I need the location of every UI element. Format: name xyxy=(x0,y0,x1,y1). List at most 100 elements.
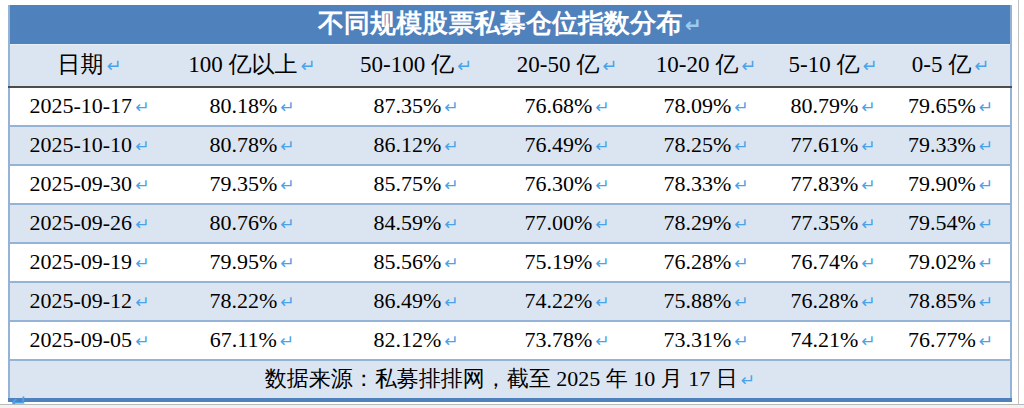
column-header-label: 日期 xyxy=(57,52,103,77)
pilcrow-mark: ↵ xyxy=(135,292,149,312)
value-cell: 67.11%↵ xyxy=(169,321,335,360)
value-cell: 78.29%↵ xyxy=(637,204,775,243)
value-cell: 76.30%↵ xyxy=(497,165,637,204)
pilcrow-mark: ↵ xyxy=(135,214,149,234)
column-header-label: 10-20 亿 xyxy=(656,52,738,77)
pilcrow-mark: ↵ xyxy=(595,253,609,273)
date-text: 2025-09-12 xyxy=(29,288,132,313)
value-text: 78.25% xyxy=(663,132,731,157)
value-text: 76.74% xyxy=(790,249,858,274)
pilcrow-mark: ↵ xyxy=(444,331,458,351)
pilcrow-mark: ↵ xyxy=(734,175,748,195)
pilcrow-mark: ↵ xyxy=(861,331,875,351)
value-cell: 73.78%↵ xyxy=(497,321,637,360)
value-cell: 80.78%↵ xyxy=(169,126,335,165)
value-cell: 80.76%↵ xyxy=(169,204,335,243)
value-text: 79.35% xyxy=(209,171,277,196)
pilcrow-mark: ↵ xyxy=(280,136,294,156)
value-text: 78.29% xyxy=(663,210,731,235)
pilcrow-mark: ↵ xyxy=(861,175,875,195)
value-text: 77.35% xyxy=(790,210,858,235)
column-header-6: 0-5 亿↵ xyxy=(891,45,1011,88)
date-text: 2025-09-30 xyxy=(29,171,132,196)
value-cell: 82.12%↵ xyxy=(335,321,497,360)
pilcrow-mark: ↵ xyxy=(595,214,609,234)
column-header-label: 20-50 亿 xyxy=(517,52,599,77)
pilcrow-mark: ↵ xyxy=(979,97,993,117)
pilcrow-mark: ↵ xyxy=(734,136,748,156)
pilcrow-mark: ↵ xyxy=(734,253,748,273)
value-text: 80.18% xyxy=(209,93,277,118)
pilcrow-mark: ↵ xyxy=(979,253,993,273)
pilcrow-mark: ↵ xyxy=(734,292,748,312)
value-cell: 79.33%↵ xyxy=(891,126,1011,165)
value-text: 77.61% xyxy=(790,132,858,157)
value-cell: 74.22%↵ xyxy=(497,282,637,321)
pilcrow-mark: ↵ xyxy=(444,136,458,156)
value-cell: 80.79%↵ xyxy=(775,87,891,126)
pilcrow-mark: ↵ xyxy=(734,214,748,234)
value-text: 87.35% xyxy=(373,93,441,118)
column-header-3: 20-50 亿↵ xyxy=(497,45,637,88)
value-text: 85.56% xyxy=(373,249,441,274)
value-cell: 78.33%↵ xyxy=(637,165,775,204)
value-cell: 77.61%↵ xyxy=(775,126,891,165)
pilcrow-mark: ↵ xyxy=(457,55,472,76)
value-cell: 78.25%↵ xyxy=(637,126,775,165)
value-text: 80.79% xyxy=(790,93,858,118)
date-cell: 2025-10-10↵ xyxy=(9,126,169,165)
pilcrow-mark: ↵ xyxy=(135,97,149,117)
value-cell: 84.59%↵ xyxy=(335,204,497,243)
column-header-row: 日期↵100 亿以上↵50-100 亿↵20-50 亿↵10-20 亿↵5-10… xyxy=(9,45,1011,88)
pilcrow-mark: ↵ xyxy=(444,253,458,273)
table-title: 不同规模股票私募仓位指数分布↵ xyxy=(9,5,1011,45)
value-cell: 80.18%↵ xyxy=(169,87,335,126)
pilcrow-mark: ↵ xyxy=(734,331,748,351)
column-header-0: 日期↵ xyxy=(9,45,169,88)
value-cell: 86.49%↵ xyxy=(335,282,497,321)
value-cell: 76.28%↵ xyxy=(775,282,891,321)
table-title-text: 不同规模股票私募仓位指数分布 xyxy=(318,9,682,38)
pilcrow-mark: ↵ xyxy=(595,136,609,156)
value-text: 78.85% xyxy=(908,288,976,313)
value-text: 74.22% xyxy=(524,288,592,313)
source-note-cell: 数据来源：私募排排网，截至 2025 年 10 月 17 日↵ xyxy=(9,360,1011,400)
pilcrow-mark: ↵ xyxy=(280,292,294,312)
date-cell: 2025-09-30↵ xyxy=(9,165,169,204)
source-note-row: 数据来源：私募排排网，截至 2025 年 10 月 17 日↵ xyxy=(9,360,1011,400)
value-text: 82.12% xyxy=(373,327,441,352)
pilcrow-mark: ↵ xyxy=(135,253,149,273)
page-edge-bottom xyxy=(0,404,1024,405)
value-cell: 79.95%↵ xyxy=(169,243,335,282)
value-text: 79.65% xyxy=(908,93,976,118)
value-text: 79.90% xyxy=(908,171,976,196)
value-cell: 79.35%↵ xyxy=(169,165,335,204)
value-cell: 75.19%↵ xyxy=(497,243,637,282)
source-note-text: 数据来源：私募排排网，截至 2025 年 10 月 17 日 xyxy=(265,366,738,391)
value-cell: 79.65%↵ xyxy=(891,87,1011,126)
value-text: 76.77% xyxy=(908,327,976,352)
value-text: 78.22% xyxy=(209,288,277,313)
value-cell: 79.02%↵ xyxy=(891,243,1011,282)
value-text: 79.95% xyxy=(209,249,277,274)
value-text: 79.33% xyxy=(908,132,976,157)
table-row: 2025-09-05↵67.11%↵82.12%↵73.78%↵73.31%↵7… xyxy=(9,321,1011,360)
pilcrow-mark: ↵ xyxy=(979,214,993,234)
pilcrow-mark: ↵ xyxy=(595,292,609,312)
value-text: 78.33% xyxy=(663,171,731,196)
pilcrow-mark: ↵ xyxy=(106,55,121,76)
position-index-table: 不同规模股票私募仓位指数分布↵ 日期↵100 亿以上↵50-100 亿↵20-5… xyxy=(8,5,1012,402)
pilcrow-mark: ↵ xyxy=(861,214,875,234)
pilcrow-mark: ↵ xyxy=(444,97,458,117)
value-cell: 75.88%↵ xyxy=(637,282,775,321)
date-text: 2025-10-10 xyxy=(29,132,132,157)
column-header-label: 5-10 亿 xyxy=(789,52,860,77)
pilcrow-mark: ↵ xyxy=(979,175,993,195)
pilcrow-mark: ↵ xyxy=(444,292,458,312)
value-text: 76.28% xyxy=(663,249,731,274)
value-cell: 76.68%↵ xyxy=(497,87,637,126)
value-text: 86.49% xyxy=(373,288,441,313)
value-text: 67.11% xyxy=(210,327,277,352)
date-text: 2025-09-26 xyxy=(29,210,132,235)
pilcrow-mark: ↵ xyxy=(862,55,877,76)
